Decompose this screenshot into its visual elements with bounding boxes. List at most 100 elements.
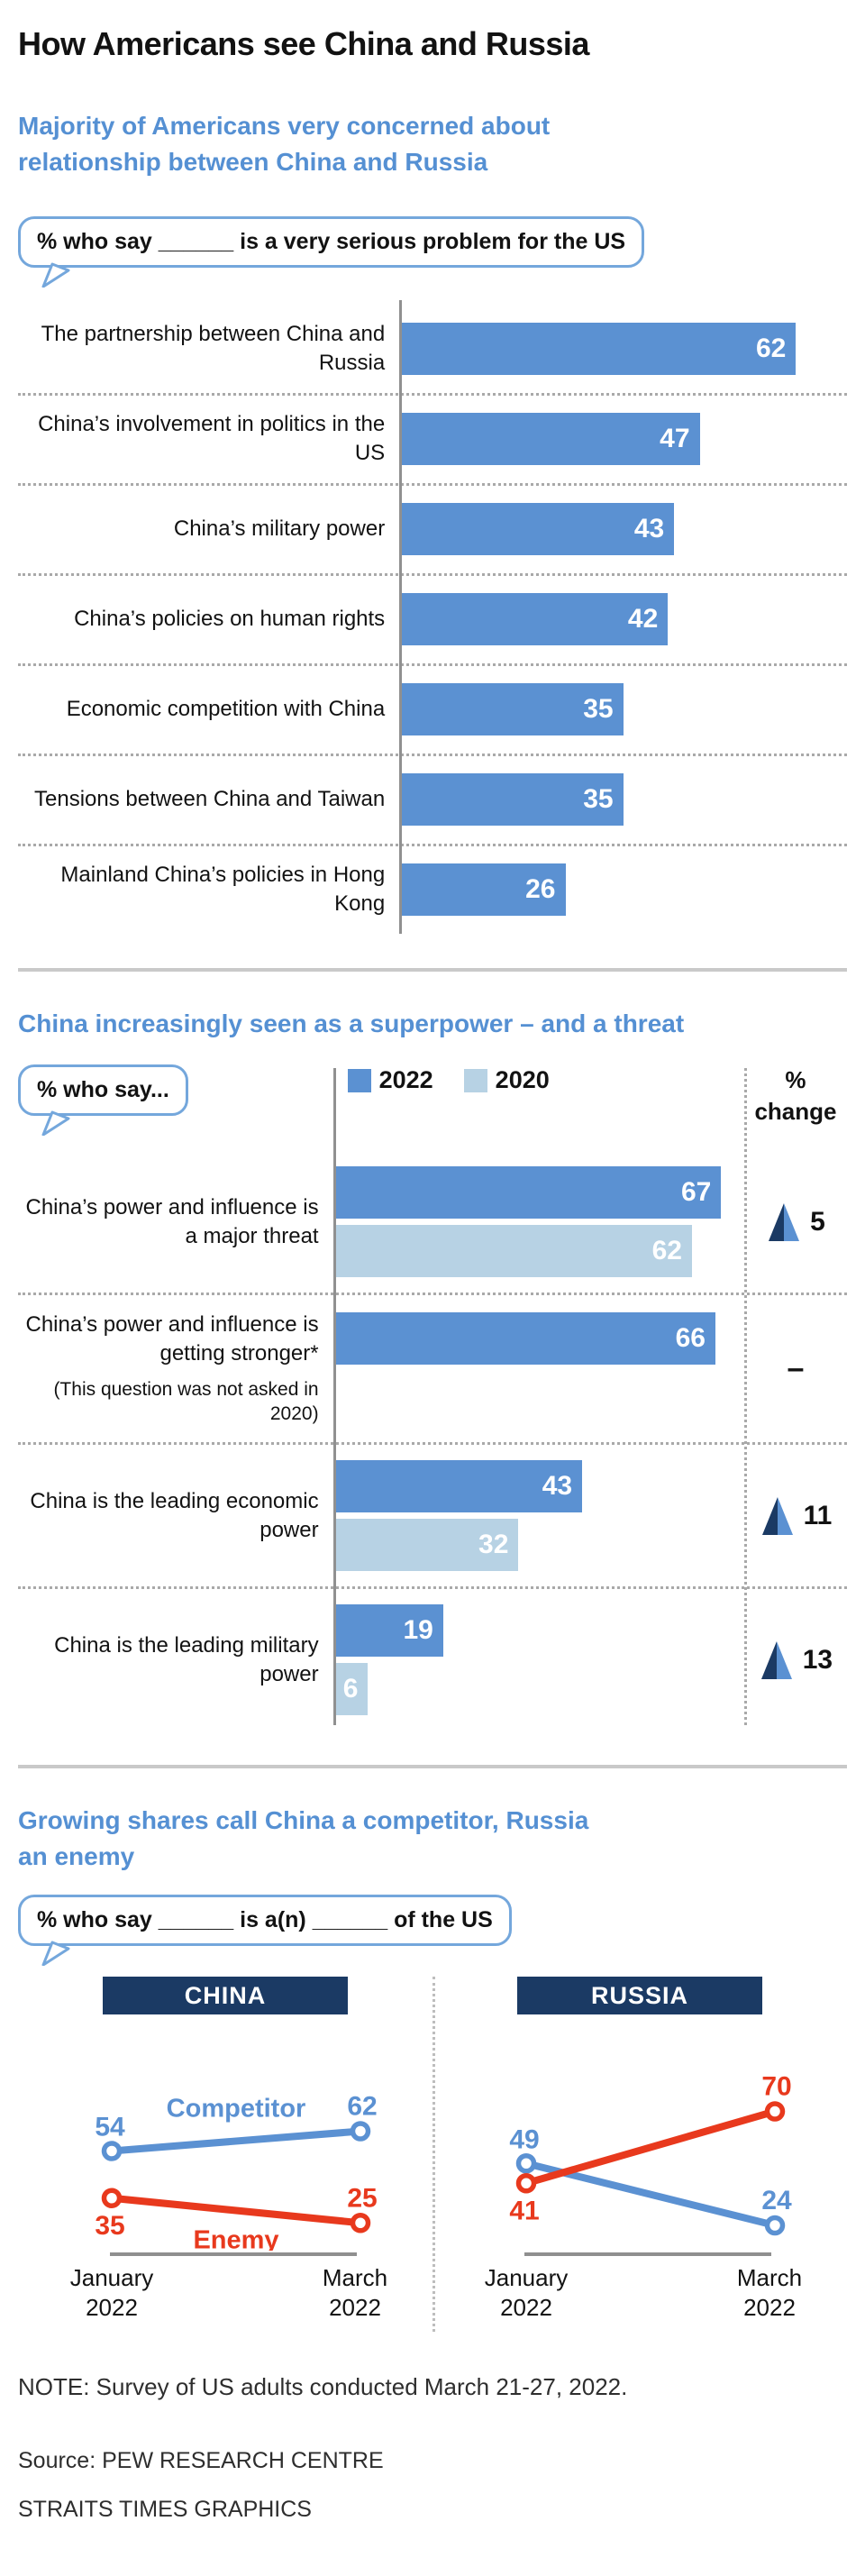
section3-heading: Growing shares call China a competitor, … — [18, 1806, 589, 1870]
bar-row: Tensions between China and Taiwan 35 — [18, 756, 847, 846]
legend-item-2020: 2020 — [463, 1066, 550, 1094]
speech-tail-icon — [41, 262, 70, 288]
data-point — [515, 2152, 537, 2174]
bar-2022: 19 — [332, 1604, 443, 1658]
section-divider — [18, 1765, 847, 1769]
legend-swatch-2022 — [347, 1068, 371, 1092]
bar-row: China’s military power 43 — [18, 486, 847, 576]
bar-value: 43 — [633, 514, 665, 544]
chart2-header-row: % who say... 2022 2020 % change — [18, 1064, 847, 1151]
value-label: 62 — [347, 2091, 377, 2121]
bar-group: 43 32 — [332, 1460, 744, 1572]
value-label: 70 — [761, 2071, 791, 2101]
category-label: Mainland China’s policies in Hong Kong — [60, 863, 386, 916]
bar: 35 — [399, 773, 624, 826]
section2-callout: % who say... — [18, 1064, 188, 1137]
bar-row: China’s involvement in politics in the U… — [18, 396, 847, 486]
value-label: 54 — [95, 2112, 125, 2142]
bar-2022: 67 — [332, 1166, 722, 1219]
bar-group: 66 — [332, 1311, 744, 1427]
value-label: 24 — [761, 2186, 792, 2215]
value-label: 49 — [509, 2124, 539, 2154]
line-chart: 49 24 41 70 — [509, 2071, 792, 2235]
series-line — [111, 2127, 361, 2155]
survey-note: NOTE: Survey of US adults conducted Marc… — [18, 2372, 628, 2400]
change-value: 5 — [810, 1206, 825, 1237]
data-point — [101, 2140, 123, 2161]
serious-problem-bar-chart: The partnership between China and Russia… — [18, 299, 847, 934]
bar-value: 43 — [542, 1471, 573, 1502]
bar-2022: 66 — [332, 1312, 715, 1366]
panel-title: CHINA — [103, 1976, 348, 2014]
section1-heading: Majority of Americans very concerned abo… — [18, 112, 551, 176]
bar-value: 62 — [755, 333, 787, 363]
no-change-dash: – — [787, 1351, 805, 1386]
category-label: Tensions between China and Taiwan — [34, 787, 386, 812]
bar-value: 19 — [403, 1615, 433, 1646]
grouped-bar-row: China is the leading military power 19 6 13 — [18, 1589, 847, 1731]
credit-line: STRAITS TIMES GRAPHICS — [18, 2496, 312, 2522]
bar-value: 66 — [675, 1323, 706, 1354]
data-point — [764, 2215, 786, 2235]
x-axis-line — [524, 2252, 771, 2256]
panel-china: CHINA 54 62 Competitor 35 25 Enemy January 2022… — [18, 1976, 432, 2332]
data-point — [764, 2100, 786, 2122]
bar-row: Economic competition with China 35 — [18, 666, 847, 756]
competitor-enemy-line-charts: CHINA 54 62 Competitor 35 25 Enemy January 2022… — [18, 1976, 847, 2332]
bar-track: 47 — [399, 413, 847, 465]
row-label: China is the leading military power — [18, 1631, 333, 1688]
pct-change-cell: 11 — [744, 1496, 847, 1536]
bar-group: 19 6 — [332, 1604, 744, 1716]
x-axis-labels: January 2022 March 2022 — [432, 2263, 847, 2332]
increase-triangle-icon — [769, 1202, 800, 1241]
series-name-label: Competitor — [167, 2094, 306, 2123]
bar-value: 47 — [660, 424, 690, 453]
series-name-label: Enemy — [193, 2225, 278, 2251]
value-label: 35 — [95, 2210, 124, 2240]
data-point — [101, 2188, 123, 2208]
source-line: Source: PEW RESEARCH CENTRE — [18, 2447, 384, 2473]
increase-triangle-icon — [760, 1640, 792, 1679]
bar-value: 62 — [651, 1236, 682, 1266]
bar-track: 62 — [399, 323, 847, 375]
bar-value: 42 — [627, 604, 659, 634]
section2-heading: China increasingly seen as a superpower … — [18, 1009, 685, 1037]
bar-value: 35 — [583, 694, 614, 724]
bar: 47 — [399, 413, 700, 465]
bar: 35 — [399, 683, 624, 735]
legend-label-2022: 2022 — [378, 1066, 433, 1094]
panel-title: RUSSIA — [517, 1976, 762, 2014]
bar-2020: 6 — [332, 1663, 369, 1716]
section3-callout-text: % who say ______ is a(n) ______ of the U… — [37, 1906, 493, 1932]
legend-item-2022: 2022 — [347, 1066, 433, 1094]
bar-2020: 62 — [332, 1225, 692, 1278]
bar: 42 — [399, 593, 669, 645]
speech-tail-icon — [41, 1110, 70, 1137]
bar-row: The partnership between China and Russia… — [18, 306, 847, 396]
change-value: 13 — [802, 1644, 833, 1675]
bar-value: 67 — [680, 1177, 712, 1208]
data-point — [350, 2212, 371, 2233]
chart2-legend: 2022 2020 — [347, 1066, 550, 1094]
chart2-rows: China’s power and influence is a major t… — [18, 1151, 847, 1731]
bar-value: 35 — [583, 784, 614, 814]
category-label: China’s involvement in politics in the U… — [38, 412, 386, 465]
bar-track: 26 — [399, 863, 847, 916]
panel-russia: RUSSIA 49 24 41 70 January 2022 March 2022 — [432, 1976, 847, 2332]
bar-track: 42 — [399, 593, 847, 645]
bar-2022: 43 — [332, 1460, 583, 1513]
line-chart: 54 62 Competitor 35 25 Enemy — [95, 2091, 377, 2251]
section2-callout-text: % who say... — [37, 1077, 169, 1103]
increase-triangle-icon — [761, 1496, 793, 1535]
series-line — [524, 2107, 777, 2187]
change-value: 11 — [803, 1500, 833, 1530]
row-label-text: China is the leading economic power — [30, 1488, 319, 1542]
bar: 26 — [399, 863, 566, 916]
x-axis-label: March 2022 — [736, 2263, 803, 2322]
row-label-text: China is the leading military power — [54, 1632, 319, 1686]
bar: 62 — [399, 323, 797, 375]
bar: 43 — [399, 503, 675, 555]
row-label-text: China’s power and influence is a major t… — [25, 1195, 319, 1248]
row-label: China’s power and influence is a major t… — [18, 1193, 333, 1250]
